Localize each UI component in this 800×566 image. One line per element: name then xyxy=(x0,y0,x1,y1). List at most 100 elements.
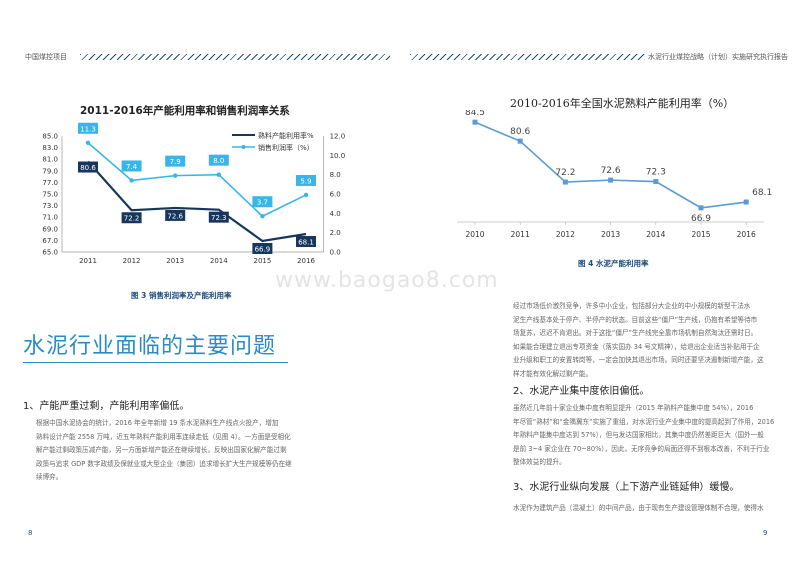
y-tick-label-right: 4.0 xyxy=(330,210,341,218)
y-tick-label-left: 73.0 xyxy=(42,202,58,210)
text-line: 泥生产线基本处于停产、半停产的状态。目前这些“僵尸”生产线，仍抱有希望等待市 xyxy=(513,315,758,324)
data-label: 72.6 xyxy=(601,166,621,176)
text-line: 水泥作为建筑产品（混凝土）的中间产品，由于现有生产建设管理体制不合理，使得水 xyxy=(513,504,764,512)
page-number-right: 9 xyxy=(763,529,768,537)
data-label: 72.3 xyxy=(646,168,666,178)
x-tick-label: 2014 xyxy=(646,230,665,239)
section1-body: 根据中国水泥协会的统计，2016 年全年新增 19 条水泥熟料生产线点火投产，增… xyxy=(36,417,298,485)
capacity-data-label: 72.3 xyxy=(211,214,227,222)
left-header-hatch xyxy=(80,54,390,60)
x-tick-label: 2011 xyxy=(79,257,97,265)
y-tick-label-left: 71.0 xyxy=(42,214,58,222)
y-tick-label-right: 12.0 xyxy=(330,133,346,141)
section2-title: 2、水泥产业集中度依旧偏低。 xyxy=(513,386,650,397)
capacity-label-box xyxy=(78,161,98,173)
y-tick-label-right: 2.0 xyxy=(330,229,341,237)
text-line: 政策与追求 GDP 数字政绩及保就业或大型企业（集团）追求增长扩大生产规模等仍在… xyxy=(36,459,292,468)
left-header-text: 中国煤控项目 xyxy=(25,53,67,61)
profit-label-box xyxy=(208,154,229,166)
profit-point xyxy=(173,173,178,178)
section3-body: 水泥作为建筑产品（混凝土）的中间产品，由于现有生产建设管理体制不合理，使得水 xyxy=(513,502,775,516)
text-line: 熟料设计产能 2558 万吨，近五年熟料产能利用率连续走低（见图 4）。一方面是… xyxy=(36,432,291,441)
text-line: 业升级和职工的安置转岗等，一定会加快其退出市场。同时还要坚决遏制新增产能，这 xyxy=(513,356,764,364)
legend-label-profit: 销售利润率（%） xyxy=(258,143,314,152)
figure3-chart: 85.0 83.0 81.0 79.0 77.0 75.0 73.0 71.0 69.0 67.0… xyxy=(42,122,346,265)
data-point-marker xyxy=(743,199,749,205)
y-tick-label-left: 75.0 xyxy=(42,191,58,199)
profit-data-label: 3.7 xyxy=(257,199,268,207)
data-label: 66.9 xyxy=(691,214,711,224)
text-line: 是前 3~4 家企业在 70~80%），因此，无序竞争的局面还得不到根本改善，不… xyxy=(513,444,770,453)
data-label: 80.6 xyxy=(510,127,530,137)
x-tick-label: 2012 xyxy=(123,257,141,265)
capacity-data-label: 72.6 xyxy=(167,212,183,220)
y-tick-label-left: 85.0 xyxy=(42,133,58,141)
legend-marker-profit xyxy=(241,145,246,149)
profit-point xyxy=(85,140,91,145)
profit-point xyxy=(260,214,265,219)
x-tick-label: 2010 xyxy=(465,230,484,239)
data-label: 84.5 xyxy=(465,110,485,118)
profit-data-label: 5.9 xyxy=(300,177,311,185)
right-para1: 经过市场低价激烈竞争，许多中小企业，包括部分大企业的中小规模的新型干法水 泥生产… xyxy=(513,300,775,381)
text-line: 年熟料产能集中度达到 57%），但与发达国家相比，其集中度仍然差距巨大（国外一般 xyxy=(513,431,764,439)
watermark: www.baogao8.com xyxy=(275,268,499,293)
figure4-chart: 2010 2011 2012 2013 2014 2015 2016 84.5 80.6 72.2… xyxy=(457,110,772,239)
data-label: 72.2 xyxy=(555,168,575,178)
y-tick-label-left: 65.0 xyxy=(42,249,58,257)
data-point-marker xyxy=(517,138,523,144)
profit-data-label: 7.4 xyxy=(126,163,138,171)
text-line: 续博弈。 xyxy=(36,473,63,481)
x-tick-label: 2016 xyxy=(297,257,315,265)
profit-label-box xyxy=(252,196,273,208)
capacity-data-label: 72.2 xyxy=(124,215,140,223)
text-line: 场复苏，迟迟不肯退出。对于这批“僵尸”生产线完全靠市场机制自然淘汰还需时日。 xyxy=(513,329,758,337)
x-tick-label: 2015 xyxy=(253,257,271,265)
figure3-title: 2011-2016年产能利用率和销售利润率关系 xyxy=(80,105,290,117)
capacity-data-label: 80.6 xyxy=(80,164,96,172)
text-line: 年尽管“熟材”和“金隅冀东”实施了重组，对水泥行业产业集中度的提高起到了作用，2… xyxy=(513,417,775,426)
profit-data-label: 11.3 xyxy=(80,125,96,133)
data-label: 68.1 xyxy=(752,188,772,198)
section-heading: 水泥行业面临的主要问题 xyxy=(23,334,277,359)
text-line: 经过市场低价激烈竞争，许多中小企业，包括部分大企业的中小规模的新型干法水 xyxy=(513,302,751,310)
x-tick-label: 2014 xyxy=(210,257,228,265)
section1-title: 1、产能严重过剩，产能利用率偏低。 xyxy=(23,401,190,412)
y-tick-label-right: 6.0 xyxy=(330,191,341,199)
data-point-marker xyxy=(608,177,614,183)
x-tick-label: 2016 xyxy=(737,230,756,239)
capacity-label-box xyxy=(208,211,229,223)
data-point-marker xyxy=(562,179,568,185)
text-line: 样才能有效化解过剩产能。 xyxy=(513,369,593,378)
section2-body: 虽然近几年前十家企业集中度有明显提升（2015 年熟料产能集中度 54%），20… xyxy=(513,402,775,470)
text-line: 解产能过剩政策压减产能，另一方面新增产能还在继续增长，反映出国家化解产能过剩 xyxy=(36,446,287,454)
profit-point xyxy=(129,178,134,183)
right-header-hatch xyxy=(410,54,645,60)
data-point-marker xyxy=(472,119,478,125)
text-line: 虽然近几年前十家企业集中度有明显提升（2015 年熟料产能集中度 54%），20… xyxy=(513,404,754,412)
profit-label-box xyxy=(78,122,98,134)
y-tick-label-left: 79.0 xyxy=(42,167,58,175)
figure4-caption: 图 4 水泥产能利用率 xyxy=(578,259,649,268)
text-line: 整体效益的提升。 xyxy=(513,458,566,466)
y-tick-label-left: 81.0 xyxy=(42,156,58,164)
series-line-capacity xyxy=(87,160,307,243)
x-tick-label: 2013 xyxy=(166,257,184,265)
series-line-profit xyxy=(87,142,307,218)
data-point-marker xyxy=(698,205,704,211)
profit-data-label: 8.0 xyxy=(213,157,224,165)
capacity-label-box xyxy=(252,242,273,254)
capacity-data-label: 66.9 xyxy=(255,245,271,253)
text-line: 如果能合理建立退出专项资金（落实国办 34 号文精神），给退出企业适当补贴用于企 xyxy=(513,342,760,351)
capacity-data-label: 68.1 xyxy=(298,239,314,247)
y-tick-label-left: 77.0 xyxy=(42,179,58,187)
profit-label-box xyxy=(296,174,316,186)
legend-label-capacity: 熟料产能利用率% xyxy=(258,131,314,140)
y-tick-label-right: 8.0 xyxy=(330,171,341,179)
capacity-label-box xyxy=(165,209,186,221)
capacity-label-box xyxy=(121,212,142,224)
y-tick-label-right: 0.0 xyxy=(330,249,341,257)
profit-point xyxy=(303,192,309,198)
x-tick-label: 2012 xyxy=(556,230,575,239)
